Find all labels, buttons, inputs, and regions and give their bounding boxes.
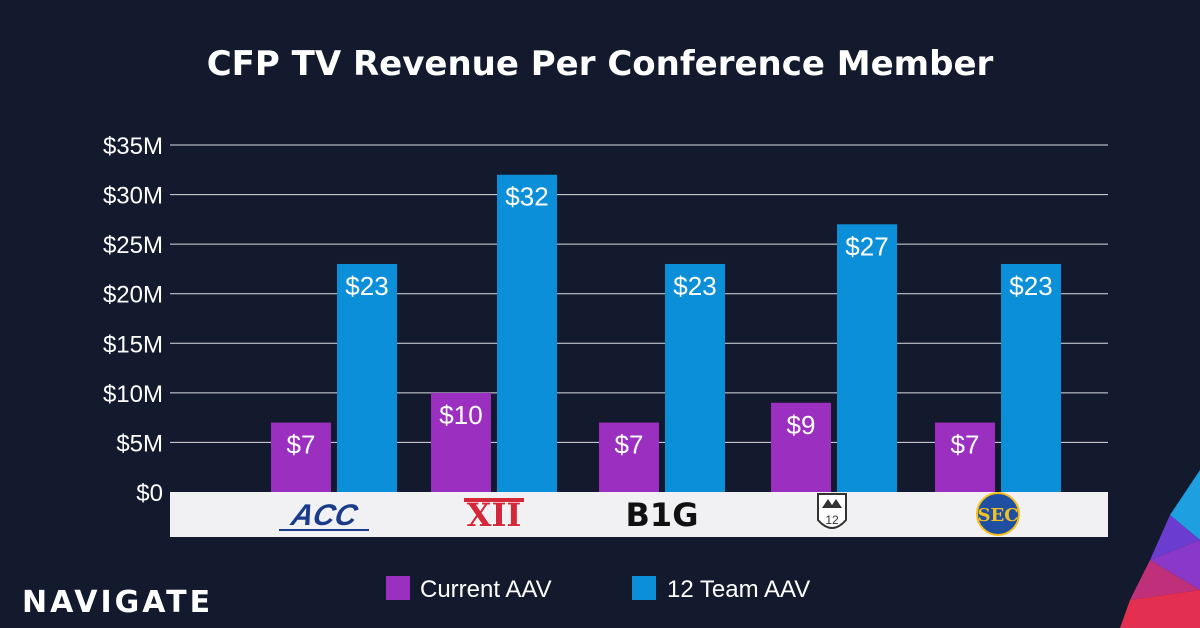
- legend-label-current: Current AAV: [420, 576, 552, 603]
- y-tick-label: $0: [136, 480, 163, 507]
- bar-value-label: $7: [951, 430, 980, 460]
- bar-value-label: $7: [615, 430, 644, 460]
- acc-logo: ACC: [279, 499, 369, 532]
- legend-swatch-current: [386, 576, 410, 600]
- y-tick-label: $35M: [103, 133, 163, 160]
- bar-team12-big-ten: [665, 263, 725, 492]
- legend-label-team12: 12 Team AAV: [667, 576, 810, 603]
- bar-value-label: $23: [345, 271, 388, 301]
- brand-logo: NAVIGATE: [22, 585, 213, 620]
- bar-team12-sec: [1001, 263, 1061, 492]
- bar-current-acc: [271, 422, 331, 492]
- y-tick-label: $10M: [103, 381, 163, 408]
- bar-current-big-12: [431, 392, 491, 492]
- bar-team12-big-12: [497, 174, 557, 492]
- y-tick-label: $5M: [116, 430, 163, 457]
- y-tick-label: $25M: [103, 232, 163, 259]
- pac12-logo-text: 12: [825, 513, 839, 527]
- bar-team12-pac-12: [837, 224, 897, 493]
- legend: Current AAV 12 Team AAV: [386, 576, 810, 603]
- pac12-logo: 12: [817, 493, 847, 529]
- big-ten-logo-text: B1G: [626, 496, 699, 534]
- big-ten-logo: B1G: [626, 496, 699, 534]
- pac12-shield: [817, 493, 847, 529]
- sec-circle: [976, 492, 1020, 536]
- bar-value-label: $9: [787, 410, 816, 440]
- bar-value-label: $7: [287, 430, 316, 460]
- sec-logo: SEC: [976, 492, 1020, 536]
- y-tick-label: $30M: [103, 183, 163, 210]
- sec-logo-text: SEC: [977, 505, 1018, 526]
- bar-value-label: $32: [505, 182, 548, 212]
- y-tick-label: $20M: [103, 282, 163, 309]
- bar-current-pac-12: [771, 402, 831, 492]
- bars: $7 $23 $10 $32 $7 $23 $9 $27 $7 $23: [271, 174, 1061, 493]
- big12-logo: XII: [464, 495, 524, 535]
- legend-swatch-team12: [632, 576, 656, 600]
- bar-value-label: $23: [673, 271, 716, 301]
- pac12-mountains: [822, 499, 842, 508]
- y-tick-label: $15M: [103, 331, 163, 358]
- decorative-triangles: [1120, 470, 1200, 628]
- bar-current-sec: [935, 422, 995, 492]
- chart-title: CFP TV Revenue Per Conference Member: [207, 44, 994, 84]
- category-logos: ACC XII B1G 12 SEC: [279, 492, 1020, 536]
- bar-team12-acc: [337, 263, 397, 492]
- acc-logo-text: ACC: [287, 499, 361, 532]
- y-axis: $0 $5M $10M $15M $20M $25M $30M $35M: [103, 133, 163, 507]
- bar-value-label: $27: [845, 231, 888, 261]
- bar-value-label: $10: [439, 400, 482, 430]
- bar-current-big-ten: [599, 422, 659, 492]
- bar-value-label: $23: [1009, 271, 1052, 301]
- grid: [170, 144, 1108, 443]
